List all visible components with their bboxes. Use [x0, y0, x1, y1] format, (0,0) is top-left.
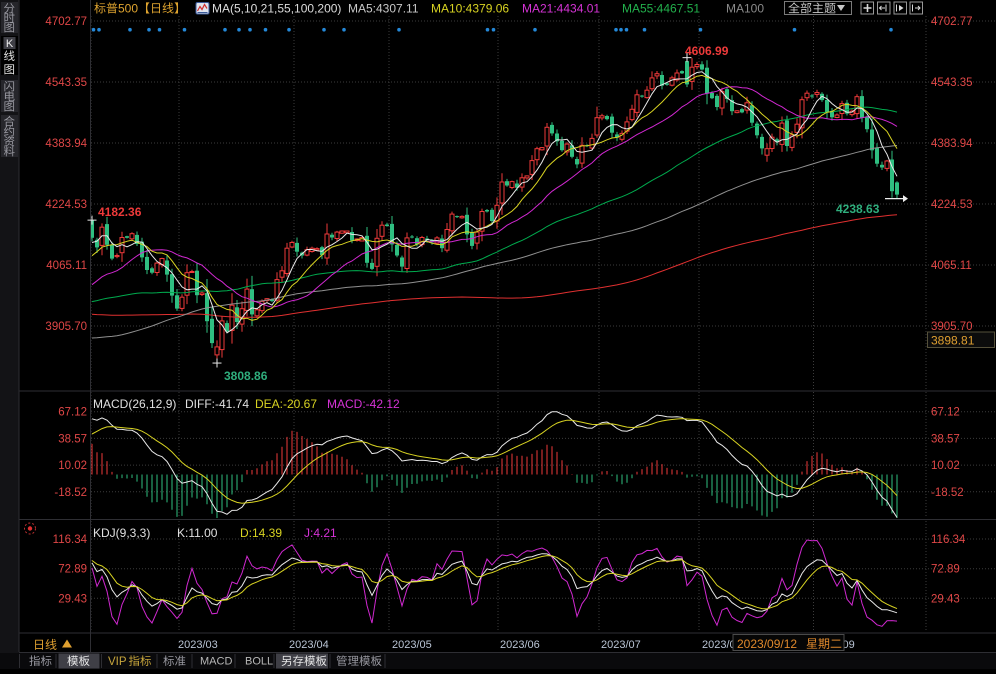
svg-text:38.57: 38.57	[58, 433, 87, 445]
svg-text:29.43: 29.43	[58, 593, 87, 605]
svg-text:72.89: 72.89	[58, 564, 87, 576]
svg-text:KDJ(9,3,3): KDJ(9,3,3)	[93, 526, 150, 540]
svg-text:BOLL: BOLL	[245, 656, 273, 668]
svg-text:38.57: 38.57	[931, 433, 960, 445]
svg-text:72.89: 72.89	[931, 564, 960, 576]
svg-text:2023/09/12: 2023/09/12	[737, 637, 797, 651]
svg-text:DEA:-20.67: DEA:-20.67	[255, 397, 317, 411]
svg-text:MA55:4467.51: MA55:4467.51	[622, 2, 700, 16]
svg-text:500: 500	[118, 2, 138, 16]
svg-text:MACD(26,12,9): MACD(26,12,9)	[93, 397, 176, 411]
svg-text:4065.11: 4065.11	[931, 260, 972, 272]
svg-text:10.02: 10.02	[58, 460, 87, 472]
svg-text:4383.94: 4383.94	[931, 138, 973, 150]
svg-text:4182.36: 4182.36	[98, 205, 142, 219]
svg-text:MACD:-42.12: MACD:-42.12	[327, 397, 400, 411]
svg-text:2023/06: 2023/06	[500, 639, 540, 651]
svg-text:MA100: MA100	[726, 2, 764, 16]
svg-text:-18.52: -18.52	[931, 487, 964, 499]
svg-text:VIP: VIP	[108, 656, 127, 668]
svg-text:3905.70: 3905.70	[45, 321, 87, 333]
svg-text:K:11.00: K:11.00	[177, 526, 218, 540]
svg-text:4543.35: 4543.35	[45, 77, 87, 89]
svg-text:3808.86: 3808.86	[224, 369, 268, 383]
svg-text:J:4.21: J:4.21	[304, 526, 337, 540]
svg-text:29.43: 29.43	[931, 593, 960, 605]
svg-text:MA5:4307.11: MA5:4307.11	[348, 2, 419, 16]
svg-text:2023/04: 2023/04	[289, 639, 329, 651]
svg-text:2023/05: 2023/05	[392, 639, 432, 651]
svg-text:4383.94: 4383.94	[45, 138, 87, 150]
svg-text:MA10:4379.06: MA10:4379.06	[431, 2, 509, 16]
svg-text:10.02: 10.02	[931, 460, 960, 472]
svg-text:2023/03: 2023/03	[178, 639, 218, 651]
svg-text:4238.63: 4238.63	[836, 202, 880, 216]
svg-text:2023/07: 2023/07	[601, 639, 641, 651]
svg-text:116.34: 116.34	[931, 534, 966, 546]
svg-text:MA(5,10,21,55,100,200): MA(5,10,21,55,100,200)	[212, 2, 341, 16]
svg-text:MA21:4434.01: MA21:4434.01	[522, 2, 600, 16]
svg-text:4065.11: 4065.11	[46, 260, 87, 272]
svg-text:K: K	[6, 38, 14, 50]
svg-text:DIFF:-41.74: DIFF:-41.74	[185, 397, 249, 411]
svg-text:67.12: 67.12	[58, 407, 87, 419]
svg-text:4224.53: 4224.53	[931, 199, 973, 211]
svg-text:4606.99: 4606.99	[685, 44, 729, 58]
svg-text:MACD: MACD	[200, 656, 232, 668]
svg-text:4543.35: 4543.35	[931, 77, 973, 89]
svg-text:-18.52: -18.52	[54, 487, 87, 499]
svg-text:D:14.39: D:14.39	[240, 526, 282, 540]
svg-text:116.34: 116.34	[53, 534, 88, 546]
svg-text:67.12: 67.12	[931, 407, 960, 419]
svg-text:4224.53: 4224.53	[45, 199, 87, 211]
svg-text:3898.81: 3898.81	[931, 334, 975, 348]
svg-text:2023/08: 2023/08	[702, 639, 742, 651]
svg-text:3905.70: 3905.70	[931, 321, 973, 333]
svg-text:4702.77: 4702.77	[45, 16, 87, 28]
svg-text:4702.77: 4702.77	[931, 16, 973, 28]
